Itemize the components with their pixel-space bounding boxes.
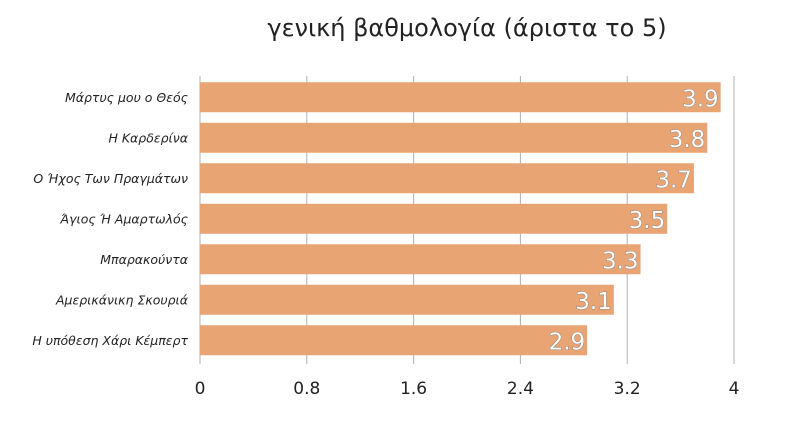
category-label: Άγιος Ή Αμαρτωλός <box>60 211 188 226</box>
bar <box>200 203 668 234</box>
category-label: Ο Ήχος Των Πραγμάτων <box>33 171 188 186</box>
category-label: Αμερικάνικη Σκουριά <box>55 292 189 307</box>
bar <box>200 122 708 153</box>
x-tick-label: 2.4 <box>507 379 534 399</box>
x-tick-label: 3.2 <box>614 379 641 399</box>
x-tick-label: 1.6 <box>400 379 427 399</box>
category-label: Η Καρδερίνα <box>108 130 188 145</box>
data-label: 3.7 <box>655 167 692 193</box>
data-label: 3.1 <box>575 289 612 315</box>
category-label: Μπαρακούντα <box>100 252 188 267</box>
bars <box>200 82 721 356</box>
bar <box>200 163 694 194</box>
bar <box>200 284 614 315</box>
bar <box>200 325 588 356</box>
x-axis-ticks: 0 0.8 1.6 2.4 3.2 4 <box>195 379 740 399</box>
x-tick-label: 4 <box>729 379 740 399</box>
x-tick-label: 0 <box>195 379 206 399</box>
bar <box>200 82 721 113</box>
data-label: 3.8 <box>669 127 706 153</box>
data-label: 2.9 <box>549 329 586 355</box>
data-labels: 3.9 3.8 3.7 3.5 3.3 3.1 2.9 <box>548 86 719 356</box>
x-tick-label: 0.8 <box>293 379 320 399</box>
data-label: 3.5 <box>629 208 666 234</box>
category-labels: Μάρτυς μου ο Θεός Η Καρδερίνα Ο Ήχος Των Π… <box>32 90 188 348</box>
category-label: Μάρτυς μου ο Θεός <box>65 90 188 105</box>
bar <box>200 244 641 275</box>
data-label: 3.9 <box>682 86 719 112</box>
category-label: Η υπόθεση Χάρι Κέμπερτ <box>32 333 188 348</box>
chart-title: γενική βαθμολογία (άριστα το 5) <box>267 14 667 42</box>
data-label: 3.3 <box>602 248 639 274</box>
